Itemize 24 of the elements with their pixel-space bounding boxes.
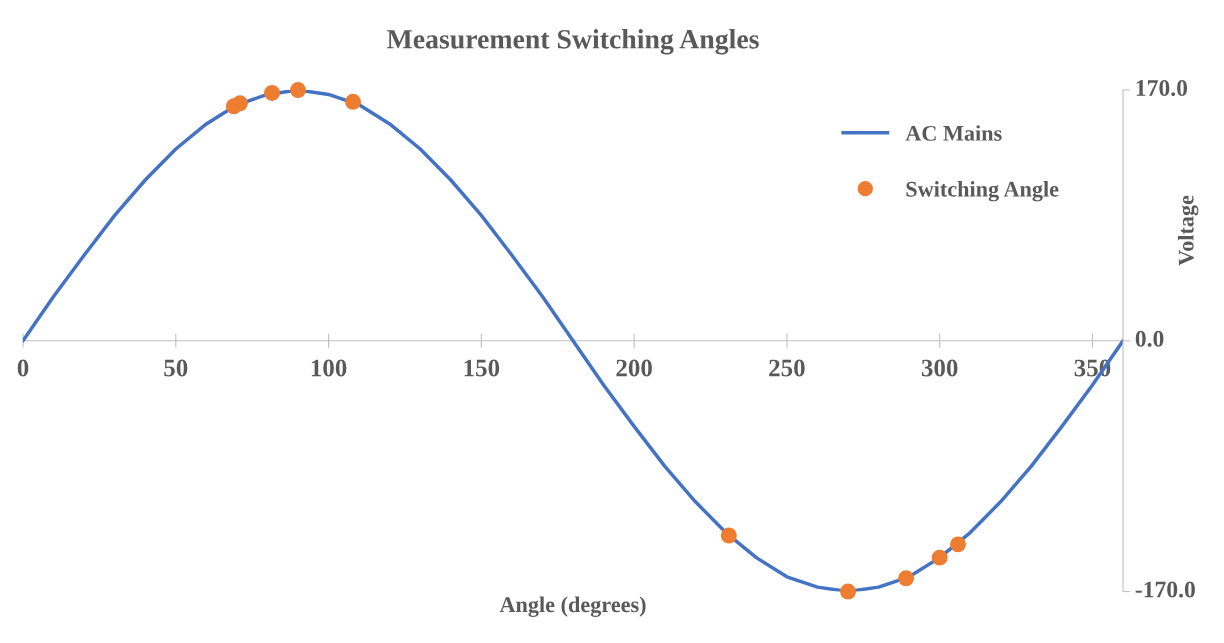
y2-axis-title: Voltage	[1178, 195, 1199, 266]
x-tick-label: 300	[921, 359, 958, 377]
x-tick-label: 150	[464, 359, 500, 377]
legend-label: Switching Angle	[906, 181, 1059, 202]
x-tick-label: 50	[164, 359, 188, 377]
x-tick-label: 100	[311, 359, 347, 377]
point	[840, 583, 856, 600]
chart-title: Measurement Switching Angles	[387, 29, 759, 55]
x-tick-label: 200	[616, 359, 652, 377]
y2-tick-label: -170.0	[1135, 581, 1195, 598]
point	[231, 95, 248, 112]
x-tick-label: 0	[17, 359, 29, 377]
point	[264, 84, 281, 101]
point	[950, 536, 966, 553]
legend-label: AC Mains	[905, 125, 1002, 141]
point	[720, 527, 737, 544]
x-tick-label: 250	[769, 359, 805, 377]
x-axis-title: Angle (degrees)	[499, 596, 646, 617]
point	[345, 93, 361, 110]
point	[898, 570, 915, 587]
point	[931, 549, 948, 566]
point	[290, 82, 306, 98]
y2-tick-label: 0.0	[1135, 330, 1164, 347]
y2-tick-label: 170.0	[1136, 80, 1188, 97]
